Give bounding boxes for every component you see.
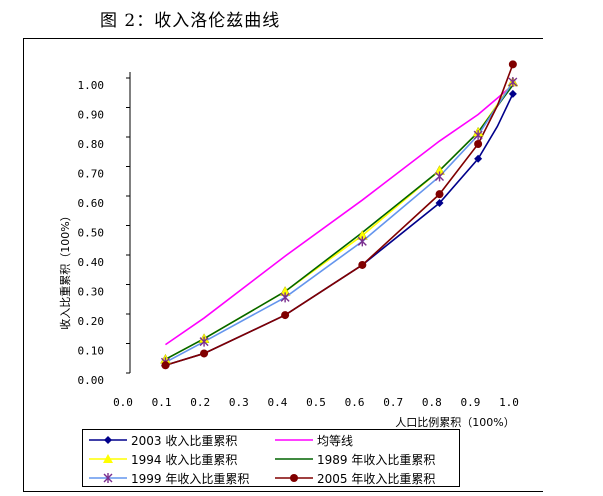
series-markers xyxy=(160,60,519,370)
series-5-point xyxy=(474,140,483,148)
legend-swatch-3 xyxy=(275,458,313,460)
legend-label-0: 2003 收入比重累积 xyxy=(131,433,238,448)
series-5-point xyxy=(508,60,517,69)
legend-label-1: 均等线 xyxy=(317,433,354,448)
y-tick-label: 0.60 xyxy=(78,197,105,210)
legend-swatch-1 xyxy=(275,439,313,441)
legend-swatch-5 xyxy=(275,474,313,482)
legend-item-2: 1994 收入比重累积 xyxy=(87,451,237,467)
x-tick-label: 0.6 xyxy=(345,396,365,409)
legend-label-4: 1999 年收入比重累积 xyxy=(131,471,250,486)
series-0-point xyxy=(474,154,483,163)
series-line-0 xyxy=(165,93,514,367)
series-0-point xyxy=(435,199,444,207)
x-tick-label: 0.7 xyxy=(383,396,403,409)
y-tick-label: 0.80 xyxy=(78,138,105,151)
x-tick-label: 0.4 xyxy=(267,396,287,409)
series-5-point xyxy=(435,190,444,199)
series-4-point xyxy=(280,292,290,303)
chart-frame xyxy=(23,38,543,492)
y-tick-labels: 0.00 0.10 0.20 0.30 0.40 0.50 0.60 0.70 0.80 0.90… xyxy=(78,79,105,387)
legend-item-3: 1989 年收入比重累积 xyxy=(273,451,435,467)
series-4-point xyxy=(473,130,483,141)
series-line-4 xyxy=(165,81,514,364)
y-tick-label: 0.30 xyxy=(78,286,105,299)
x-tick-label: 0.5 xyxy=(306,396,326,409)
series-5-point xyxy=(200,349,209,358)
legend-swatch-4 xyxy=(89,473,127,483)
x-tick-label: 0.2 xyxy=(190,396,210,409)
y-tick-label: 0.00 xyxy=(78,374,105,387)
legend-item-0: 2003 收入比重累积 xyxy=(87,432,237,448)
series-4-point xyxy=(508,77,518,88)
legend-swatch-2 xyxy=(89,454,127,463)
series-4-point xyxy=(199,336,209,347)
x-axis-title: 人口比例累积（100%） xyxy=(395,415,514,429)
legend-item-4: 1999 年收入比重累积 xyxy=(87,470,249,486)
y-tick-label: 1.00 xyxy=(78,79,105,92)
series-line-1 xyxy=(165,84,514,346)
legend: 2003 收入比重累积 均等线 1994 收入比重累积 1989 年收入比重累积 199… xyxy=(82,429,460,487)
series-line-5 xyxy=(165,64,514,367)
y-tick-label: 0.70 xyxy=(78,168,105,181)
series-line-2 xyxy=(165,81,514,361)
x-tick-label: 0.0 xyxy=(113,396,133,409)
y-tick-label: 0.40 xyxy=(78,256,105,269)
y-tick-label: 0.10 xyxy=(78,345,105,358)
legend-label-3: 1989 年收入比重累积 xyxy=(317,452,436,467)
figure-title: 图 2：收入洛伦兹曲线 xyxy=(100,11,281,31)
series-5-point xyxy=(358,260,367,269)
series-lines xyxy=(165,64,514,367)
legend-label-2: 1994 收入比重累积 xyxy=(131,452,238,467)
x-tick-label: 0.1 xyxy=(152,396,172,409)
series-4-point xyxy=(357,236,367,247)
legend-label-5: 2005 年收入比重累积 xyxy=(317,471,436,486)
y-axis-title: 收入比重累积（100%） xyxy=(58,210,72,329)
legend-item-1: 均等线 xyxy=(273,432,353,448)
series-4-point xyxy=(435,171,445,182)
x-tick-label: 0.8 xyxy=(422,396,442,409)
series-5-point xyxy=(161,361,170,370)
y-tick-label: 0.90 xyxy=(78,109,105,122)
legend-swatch-0 xyxy=(89,436,127,444)
y-tick-label: 0.50 xyxy=(78,227,105,240)
x-tick-label: 0.3 xyxy=(229,396,249,409)
y-tick-label: 0.20 xyxy=(78,315,105,328)
legend-item-5: 2005 年收入比重累积 xyxy=(273,470,435,486)
x-tick-label: 0.9 xyxy=(460,396,480,409)
series-0-point xyxy=(508,89,517,98)
series-5-point xyxy=(281,311,290,320)
x-tick-label: 1.0 xyxy=(499,396,519,409)
x-tick-labels: 0.0 0.1 0.2 0.3 0.4 0.5 0.6 0.7 0.8 0.9 1.0 xyxy=(113,396,519,409)
axes xyxy=(126,72,131,374)
